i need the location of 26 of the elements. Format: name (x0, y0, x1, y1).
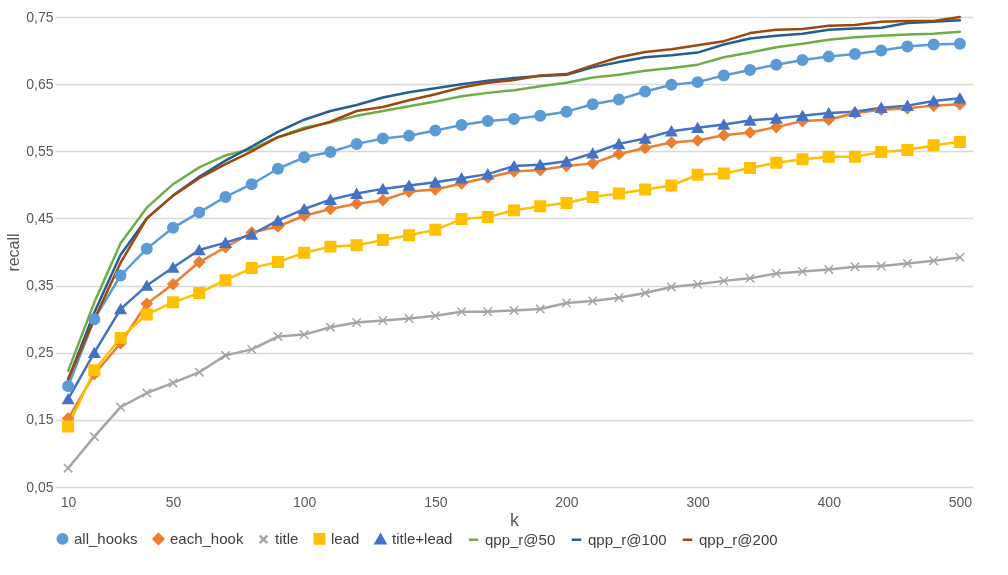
y-tick-label: 0,35 (26, 277, 54, 294)
x-tick-label: 50 (165, 493, 182, 510)
x-tick-label: 300 (686, 493, 710, 510)
legend-label: title+lead (392, 530, 453, 548)
y-tick-label: 0,05 (26, 478, 54, 495)
legend-label: qpp_r@50 (485, 530, 556, 548)
x-tick-label: 10 (60, 493, 77, 510)
y-tick-label: 0,55 (26, 142, 54, 159)
y-tick-label: 0,15 (26, 411, 54, 428)
x-tick-label: 200 (555, 493, 579, 510)
legend-label: lead (331, 529, 360, 547)
x-axis-title: k (510, 509, 520, 530)
legend-label: each_hook (170, 529, 244, 547)
y-tick-label: 0,45 (26, 209, 54, 226)
legend-label: qpp_r@200 (699, 530, 778, 548)
y-axis-title: recall (5, 233, 23, 272)
x-tick-label: 400 (817, 493, 842, 510)
legend-label: all_hooks (74, 529, 138, 547)
x-tick-label: 150 (424, 493, 448, 510)
y-tick-label: 0,25 (26, 344, 54, 361)
x-tick-label: 100 (292, 493, 317, 510)
legend-label: qpp_r@100 (588, 530, 667, 548)
x-tick-label: 500 (948, 493, 973, 510)
y-tick-label: 0,75 (26, 8, 54, 25)
legend-label: title (275, 530, 299, 548)
y-tick-label: 0,65 (26, 75, 54, 92)
